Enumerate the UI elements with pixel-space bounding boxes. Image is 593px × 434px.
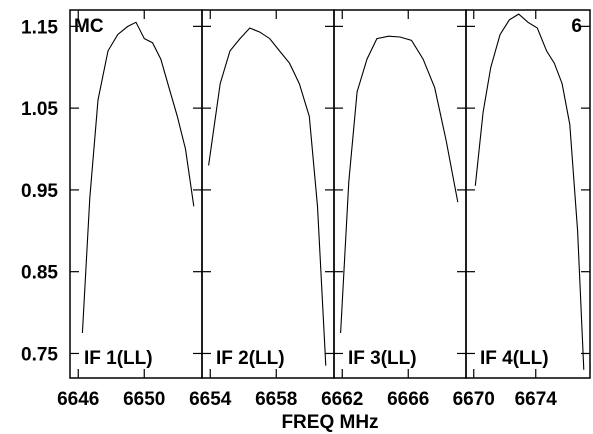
panel-label: IF 2(LL): [216, 348, 285, 369]
spectrum-line: [81, 21, 195, 334]
spectrum-line: [474, 13, 585, 370]
panel-label: IF 3(LL): [348, 348, 417, 369]
spectrum-line: [340, 35, 459, 334]
panel-frame: [201, 9, 335, 379]
x-tick-label: 6646: [57, 389, 99, 410]
panel-frame: [465, 9, 591, 379]
y-tick-label: 0.95: [21, 181, 58, 202]
x-tick-label: 6650: [123, 389, 165, 410]
marks-layer: IF 1(LL) MC IF 2(LL) IF 3(LL) IF 4(LL) 6: [74, 13, 585, 370]
panel-frame: [333, 9, 467, 379]
y-tick-label: 0.85: [21, 263, 58, 284]
corner-label: MC: [74, 16, 104, 37]
x-tick-label: 6662: [321, 389, 363, 410]
panel-label: IF 4(LL): [480, 348, 549, 369]
spectrum-line: [208, 27, 327, 366]
corner-label: 6: [571, 16, 582, 37]
axes-layer: 0.75 0.85 0.95 1.05 1.15 6646 6650 6654 6658 6662…: [21, 9, 591, 410]
panel-label: IF 1(LL): [84, 348, 153, 369]
y-tick-label: 1.15: [21, 17, 58, 38]
x-tick-label: 6674: [515, 389, 558, 410]
x-axis-label: FREQ MHz: [281, 412, 378, 433]
y-tick-label: 0.75: [21, 344, 58, 365]
x-tick-label: 6658: [255, 389, 297, 410]
x-tick-label: 6654: [189, 389, 232, 410]
x-tick-label: 6666: [387, 389, 429, 410]
y-tick-label: 1.05: [21, 99, 58, 120]
x-tick-label: 6670: [453, 389, 495, 410]
